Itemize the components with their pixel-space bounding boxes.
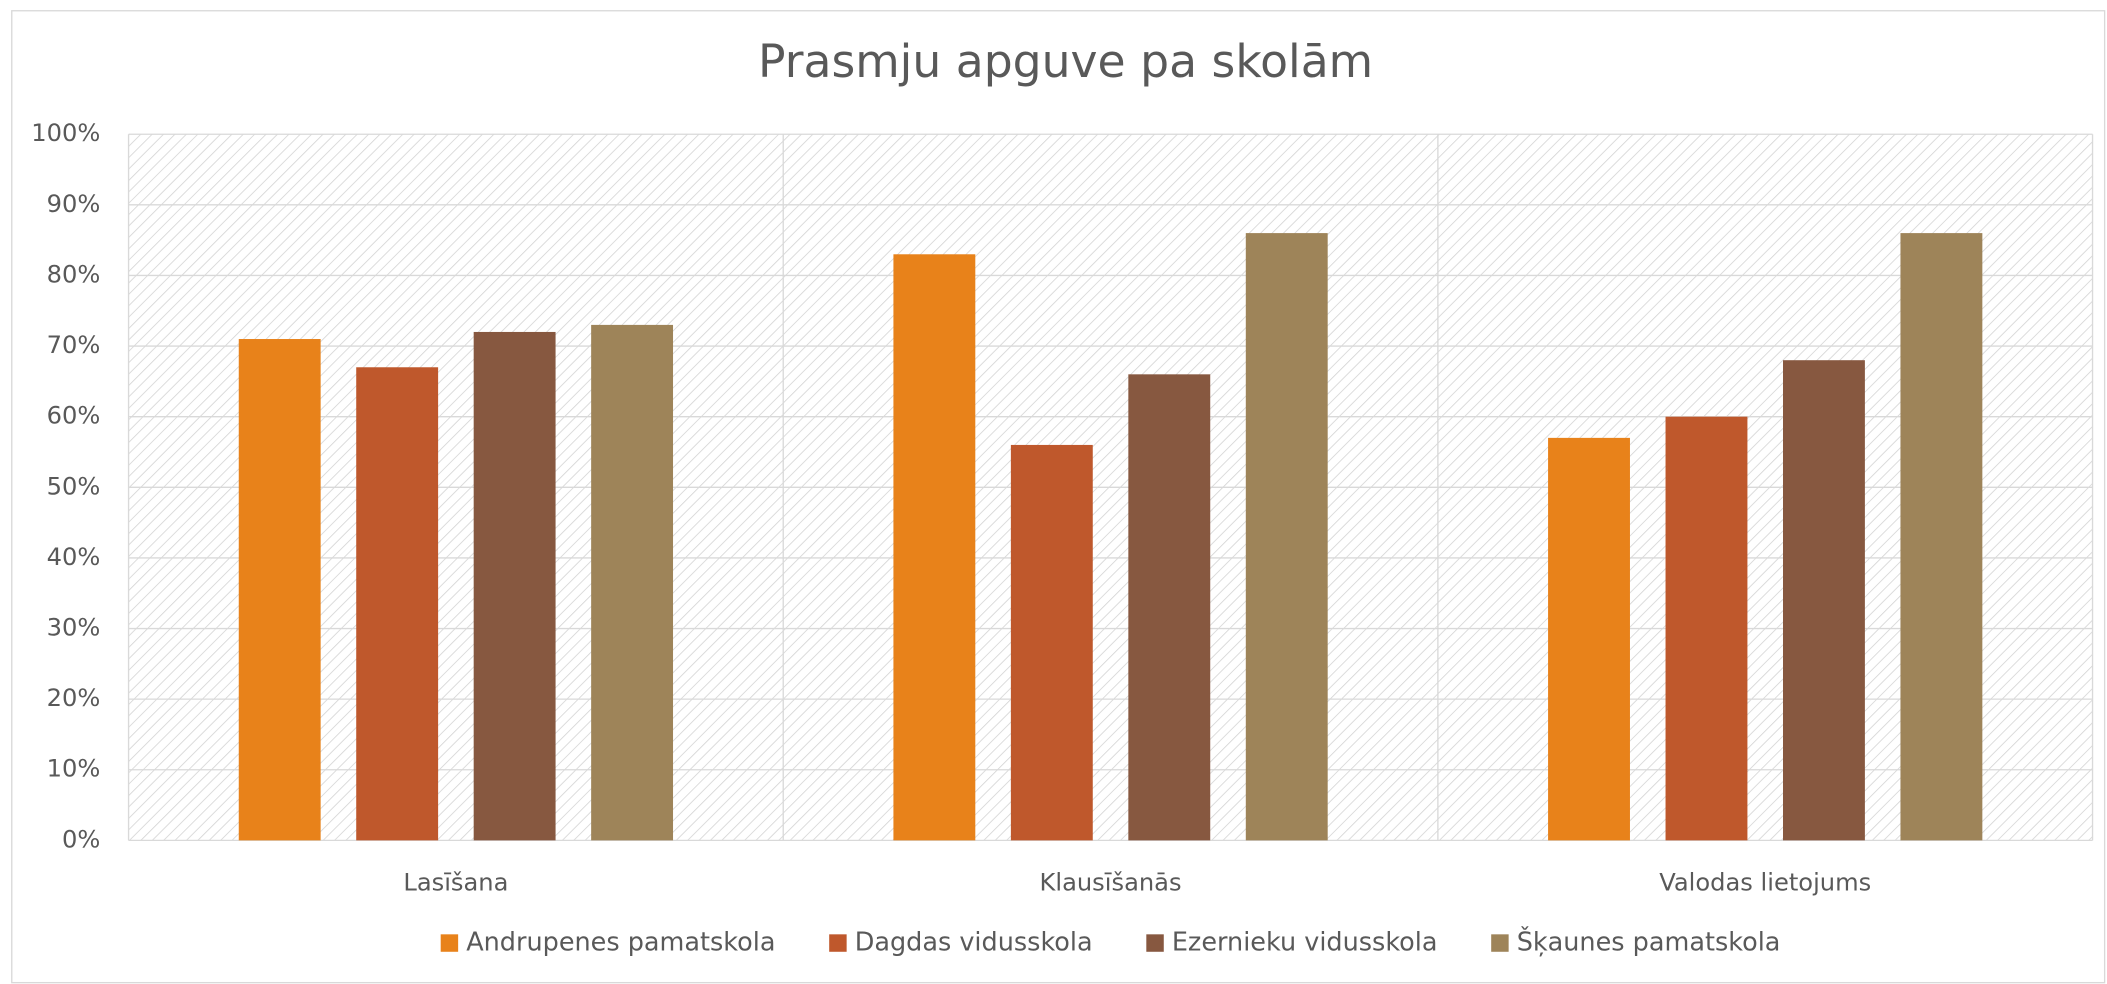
legend-swatch [440,934,459,952]
y-tick-label: 70% [47,331,101,359]
y-tick-label: 50% [47,472,101,500]
legend-swatch [1146,934,1164,952]
bar [1128,374,1211,841]
legend-label: Ezernieku vidusskola [1172,928,1438,958]
x-tick-label: Klausīšanās [1040,868,1182,896]
y-tick-label: 20% [47,684,101,712]
legend-swatch [1491,934,1509,952]
y-tick-label: 90% [47,190,101,218]
bar [1782,360,1865,841]
y-tick-label: 10% [47,755,101,783]
y-tick-label: 100% [31,119,100,147]
y-tick-label: 80% [47,260,101,288]
bar [1548,437,1630,841]
legend-label: Šķaunes pamatskola [1517,927,1781,958]
y-tick-label: 60% [47,402,101,430]
y-tick-label: 30% [47,614,101,642]
bar [1010,444,1093,841]
bar [591,324,674,841]
bar [356,367,439,841]
bar [1245,233,1328,841]
bar [238,339,321,841]
bar [1900,233,1983,841]
bar [893,254,976,841]
legend-swatch [829,934,847,952]
legend-label: Dagdas vidusskola [855,928,1093,958]
bar [1665,416,1748,841]
chart-title: Prasmju apguve pa skolām [758,35,1373,88]
x-tick-label: Lasīšana [403,868,508,896]
x-tick-label: Valodas lietojums [1659,868,1871,896]
y-tick-label: 40% [47,543,101,571]
y-tick-label: 0% [62,825,100,853]
legend-label: Andrupenes pamatskola [466,928,775,958]
bar [473,331,556,841]
